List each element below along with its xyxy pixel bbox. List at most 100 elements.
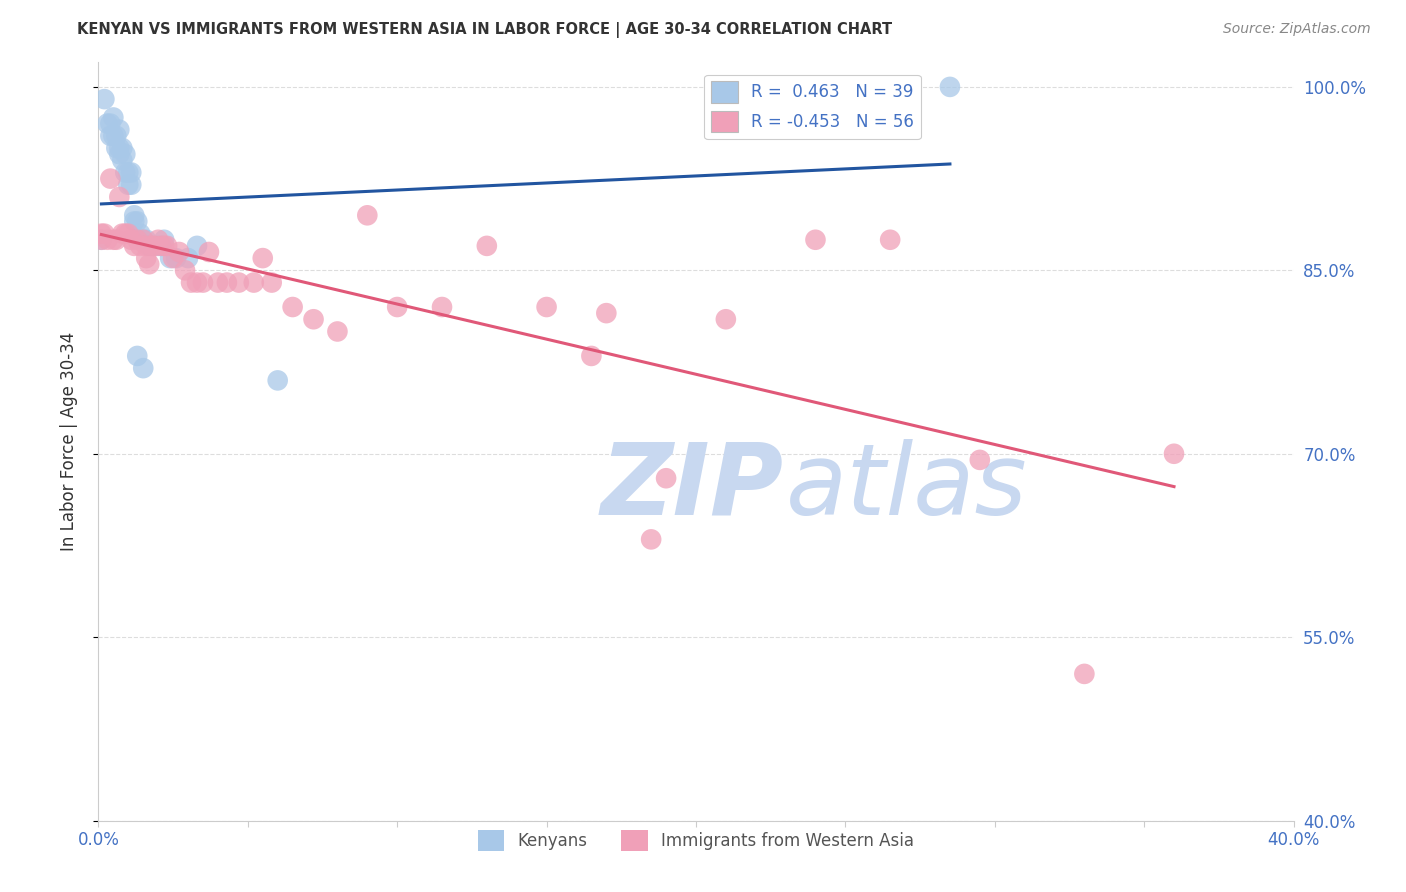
Point: [595, 306, 617, 320]
Point: [302, 312, 325, 326]
Point: [156, 239, 179, 253]
Point: [159, 251, 181, 265]
Point: [260, 276, 283, 290]
Point: [879, 233, 901, 247]
Point: [111, 153, 134, 168]
Point: [108, 141, 131, 155]
Point: [141, 239, 163, 253]
Point: [90, 233, 112, 247]
Point: [177, 251, 200, 265]
Point: [252, 251, 274, 265]
Point: [127, 349, 149, 363]
Point: [117, 165, 139, 179]
Point: [191, 276, 214, 290]
Point: [536, 300, 558, 314]
Point: [138, 257, 160, 271]
Point: [581, 349, 603, 363]
Point: [153, 233, 176, 247]
Point: [180, 276, 202, 290]
Point: [228, 276, 250, 290]
Point: [103, 128, 125, 143]
Point: [103, 233, 125, 247]
Point: [117, 178, 139, 192]
Point: [120, 178, 142, 192]
Point: [135, 239, 157, 253]
Point: [129, 239, 152, 253]
Point: [135, 233, 157, 247]
Text: ZIP: ZIP: [600, 439, 783, 535]
Point: [167, 244, 190, 259]
Point: [108, 190, 131, 204]
Point: [98, 117, 122, 131]
Point: [267, 373, 290, 387]
Point: [186, 239, 208, 253]
Point: [127, 214, 149, 228]
Point: [165, 251, 187, 265]
Point: [93, 92, 115, 106]
Point: [281, 300, 304, 314]
Point: [132, 233, 155, 247]
Point: [640, 533, 662, 547]
Point: [90, 227, 112, 241]
Point: [111, 141, 134, 155]
Point: [1073, 666, 1095, 681]
Point: [132, 233, 155, 247]
Point: [174, 263, 197, 277]
Point: [124, 208, 146, 222]
Y-axis label: In Labor Force | Age 30-34: In Labor Force | Age 30-34: [59, 332, 77, 551]
Point: [186, 276, 208, 290]
Point: [148, 239, 170, 253]
Point: [114, 227, 136, 241]
Point: [105, 233, 128, 247]
Point: [135, 251, 157, 265]
Point: [98, 171, 122, 186]
Point: [207, 276, 229, 290]
Point: [96, 233, 118, 247]
Point: [655, 471, 678, 485]
Point: [129, 227, 152, 241]
Point: [215, 276, 238, 290]
Point: [120, 165, 142, 179]
Point: [804, 233, 827, 247]
Point: [939, 79, 962, 94]
Point: [475, 239, 498, 253]
Point: [153, 239, 176, 253]
Point: [105, 128, 128, 143]
Point: [714, 312, 737, 326]
Point: [124, 239, 146, 253]
Point: [108, 147, 131, 161]
Point: [114, 165, 136, 179]
Point: [148, 233, 170, 247]
Point: [96, 117, 118, 131]
Point: [385, 300, 409, 314]
Point: [1163, 447, 1185, 461]
Point: [198, 244, 221, 259]
Point: [127, 233, 149, 247]
Point: [430, 300, 453, 314]
Point: [103, 111, 125, 125]
Text: atlas: atlas: [786, 439, 1028, 535]
Point: [141, 239, 163, 253]
Legend: Kenyans, Immigrants from Western Asia: Kenyans, Immigrants from Western Asia: [471, 823, 921, 858]
Point: [93, 227, 115, 241]
Point: [162, 251, 184, 265]
Point: [98, 128, 122, 143]
Point: [969, 453, 991, 467]
Point: [114, 147, 136, 161]
Point: [132, 361, 155, 376]
Point: [105, 141, 128, 155]
Point: [138, 239, 160, 253]
Point: [150, 239, 173, 253]
Point: [150, 239, 173, 253]
Point: [356, 208, 378, 222]
Text: Source: ZipAtlas.com: Source: ZipAtlas.com: [1223, 22, 1371, 37]
Text: KENYAN VS IMMIGRANTS FROM WESTERN ASIA IN LABOR FORCE | AGE 30-34 CORRELATION CH: KENYAN VS IMMIGRANTS FROM WESTERN ASIA I…: [77, 22, 893, 38]
Point: [143, 239, 166, 253]
Point: [243, 276, 266, 290]
Point: [124, 214, 146, 228]
Point: [108, 122, 131, 136]
Point: [120, 233, 142, 247]
Point: [90, 233, 112, 247]
Point: [326, 325, 349, 339]
Point: [111, 227, 134, 241]
